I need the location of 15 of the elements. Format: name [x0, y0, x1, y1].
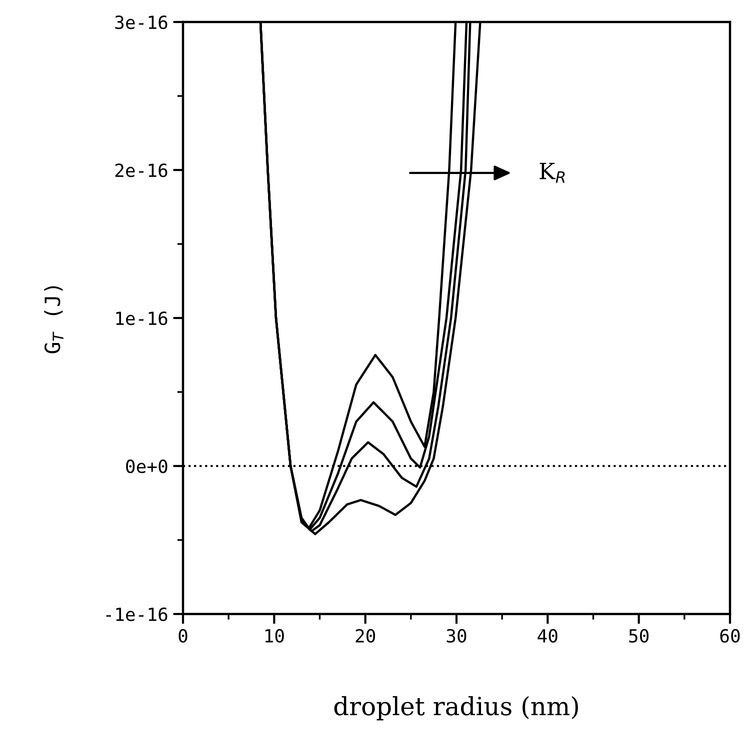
x-tick-label: 60 — [720, 629, 740, 643]
y-axis-title: G$_{T}$ (J) — [44, 286, 64, 354]
annotation: K$_{R}$ — [540, 162, 565, 183]
x-tick-label: 10 — [265, 629, 284, 643]
y-tick-label: 2e-16 — [115, 164, 168, 178]
x-axis-title: droplet radius (nm) — [334, 696, 578, 720]
x-tick-label: 30 — [446, 629, 466, 643]
y-tick-label: 0e+0 — [126, 460, 168, 474]
y-tick-label: -1e-16 — [106, 608, 168, 622]
y-tick-label: 3e-16 — [115, 16, 168, 30]
x-tick-label: 20 — [356, 629, 376, 643]
x-tick-label: 40 — [538, 629, 558, 643]
x-tick-label: 50 — [629, 629, 649, 643]
x-tick-label: 0 — [178, 629, 188, 643]
y-tick-label: 1e-16 — [116, 312, 168, 326]
